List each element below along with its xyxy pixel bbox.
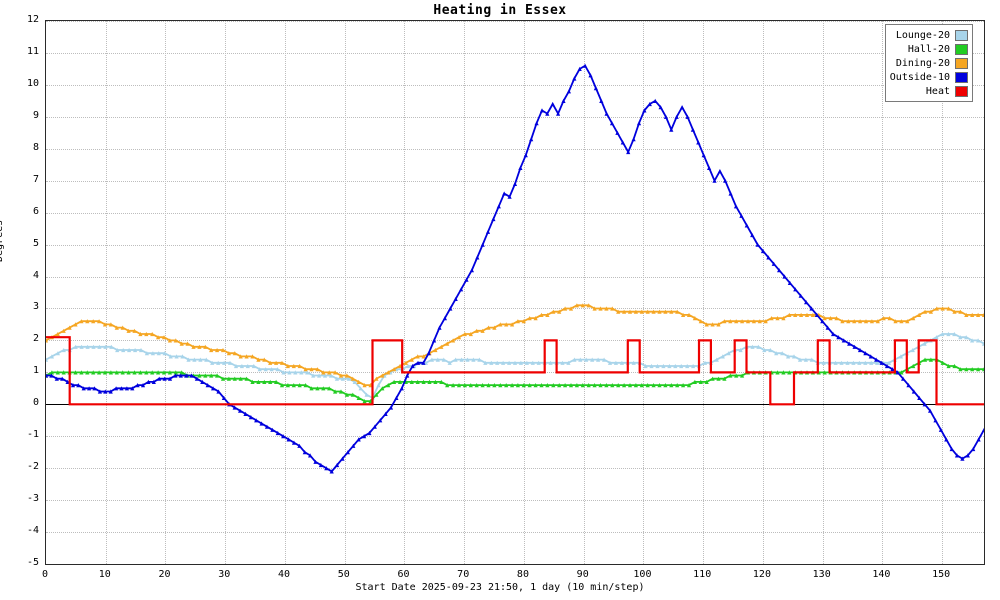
gridline-vertical: [404, 21, 406, 564]
y-tick-label: -2: [26, 461, 39, 473]
gridline-horizontal: [46, 308, 984, 310]
y-tick-label: 11: [26, 45, 39, 57]
gridline-vertical: [882, 21, 884, 564]
series-layer: [46, 63, 984, 474]
y-tick-label: 10: [26, 77, 39, 89]
legend-color-swatch: [955, 43, 968, 55]
x-tick-label: 70: [457, 569, 470, 580]
gridline-horizontal: [46, 276, 984, 278]
gridline-horizontal: [46, 244, 984, 246]
x-tick-label: 10: [98, 569, 111, 580]
y-tick-label: 9: [32, 109, 39, 121]
gridline-vertical: [643, 21, 645, 564]
legend-label: Outside-10: [889, 71, 950, 83]
legend-color-swatch: [955, 85, 968, 97]
gridline-vertical: [225, 21, 227, 564]
legend-label: Dining-20: [895, 57, 950, 69]
gridline-vertical: [583, 21, 585, 564]
series-dining-20: [46, 303, 984, 388]
gridline-vertical: [344, 21, 346, 564]
chart-title: Heating in Essex: [433, 3, 567, 18]
x-tick-label: 60: [397, 569, 410, 580]
gridline-horizontal: [46, 212, 984, 214]
gridline-horizontal: [46, 116, 984, 118]
gridline-vertical: [165, 21, 167, 564]
y-tick-label: 3: [32, 301, 39, 313]
y-tick-label: 5: [32, 237, 39, 249]
gridline-horizontal: [46, 340, 984, 342]
x-tick-label: 120: [752, 569, 771, 580]
y-tick-label: 2: [32, 333, 39, 345]
chart-legend: Lounge-20 Hall-20 Dining-20 Outside-10 Heat: [884, 24, 973, 102]
x-tick-label: 0: [41, 569, 49, 580]
gridline-vertical: [822, 21, 824, 564]
legend-label: Hall-20: [907, 43, 950, 55]
y-tick-label: 12: [26, 14, 39, 25]
x-tick-label: 130: [812, 569, 831, 580]
x-tick-label: 90: [576, 569, 589, 580]
series-lounge-20: [46, 331, 984, 400]
x-tick-label: 150: [932, 569, 951, 580]
legend-label: Heat: [925, 85, 950, 97]
gridline-vertical: [762, 21, 764, 564]
y-axis-label: Degrees: [0, 219, 5, 262]
legend-color-swatch: [955, 57, 968, 69]
legend-entry[interactable]: Outside-10: [890, 70, 968, 84]
gridline-horizontal: [46, 500, 984, 502]
gridline-horizontal: [46, 52, 984, 54]
x-tick-label: 30: [218, 569, 231, 580]
y-tick-label: 7: [32, 173, 39, 185]
gridline-horizontal: [46, 436, 984, 438]
gridline-vertical: [105, 21, 107, 564]
gridline-vertical: [523, 21, 525, 564]
legend-entry[interactable]: Heat: [890, 84, 968, 98]
y-tick-label: -1: [26, 429, 39, 441]
y-tick-label: -5: [26, 557, 39, 568]
zero-axis-line: [46, 404, 984, 406]
legend-color-swatch: [955, 71, 968, 83]
gridline-vertical: [284, 21, 286, 564]
gridline-vertical: [464, 21, 466, 564]
legend-entry[interactable]: Lounge-20: [890, 28, 968, 42]
gridline-horizontal: [46, 84, 984, 86]
gridline-horizontal: [46, 468, 984, 470]
plot-area: [45, 20, 985, 565]
y-tick-label: -3: [26, 493, 39, 505]
x-tick-label: 110: [693, 569, 712, 580]
y-tick-label: 8: [32, 141, 39, 153]
gridline-vertical: [703, 21, 705, 564]
y-tick-label: 6: [32, 205, 39, 217]
series-heat: [46, 336, 984, 406]
x-axis-label: Start Date 2025-09-23 21:50, 1 day (10 m…: [355, 582, 645, 593]
gridline-horizontal: [46, 21, 984, 22]
x-tick-label: 40: [277, 569, 290, 580]
y-tick-label: 1: [32, 365, 39, 377]
x-tick-label: 100: [633, 569, 652, 580]
gridline-horizontal: [46, 532, 984, 534]
gridline-horizontal: [46, 564, 984, 565]
gridline-vertical: [942, 21, 944, 564]
x-tick-label: 20: [158, 569, 171, 580]
legend-color-swatch: [955, 29, 968, 41]
x-tick-label: 50: [337, 569, 350, 580]
y-tick-label: -4: [26, 525, 39, 537]
legend-entry[interactable]: Hall-20: [890, 42, 968, 56]
x-tick-label: 140: [872, 569, 891, 580]
series-outside-10: [46, 63, 984, 474]
legend-label: Lounge-20: [895, 29, 950, 41]
y-tick-label: 0: [32, 397, 39, 409]
y-tick-label: 4: [32, 269, 39, 281]
legend-entry[interactable]: Dining-20: [890, 56, 968, 70]
gridline-horizontal: [46, 148, 984, 150]
x-tick-label: 80: [516, 569, 529, 580]
